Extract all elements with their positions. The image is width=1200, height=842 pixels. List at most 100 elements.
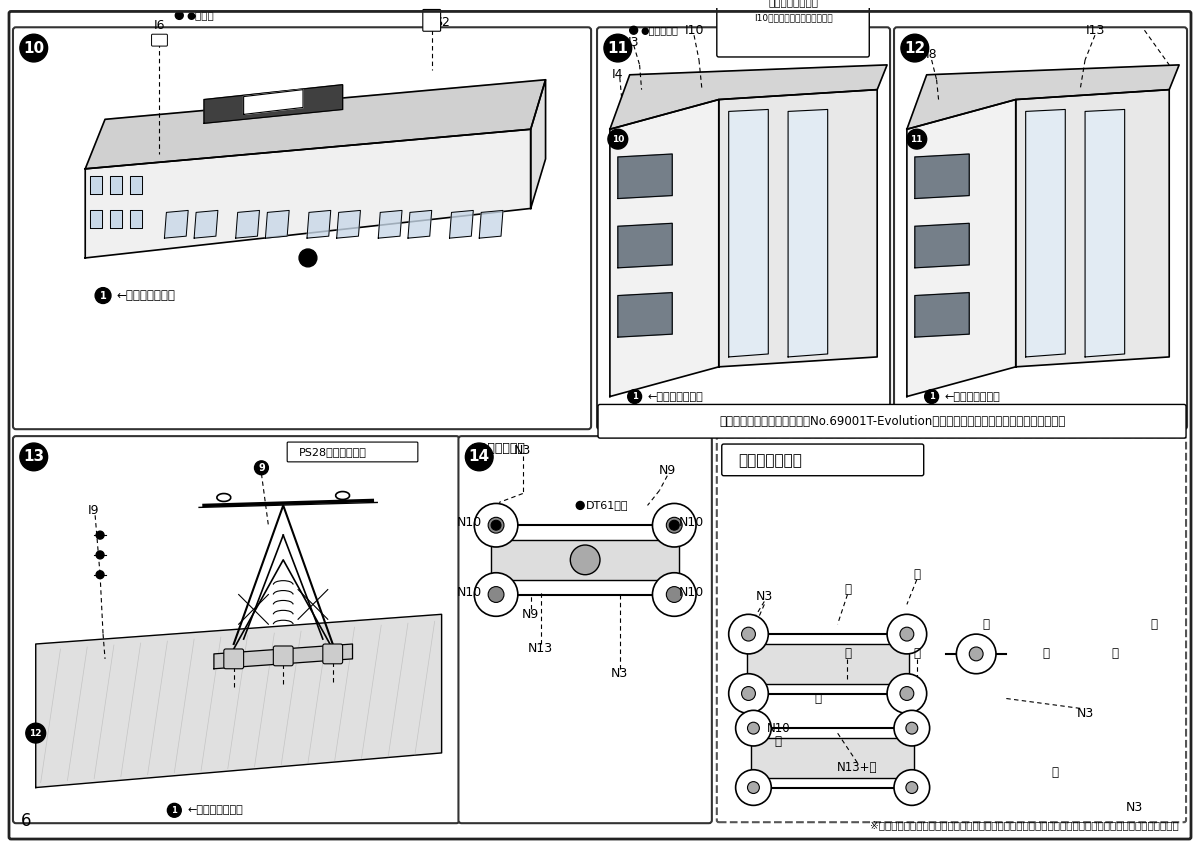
Polygon shape	[337, 210, 360, 238]
Text: I10: I10	[684, 24, 703, 37]
Text: 天: 天	[913, 568, 920, 581]
Polygon shape	[90, 210, 102, 228]
Text: PS28パンタグラフ: PS28パンタグラフ	[299, 447, 367, 457]
Text: 天: 天	[1052, 766, 1058, 779]
FancyBboxPatch shape	[721, 444, 924, 476]
Polygon shape	[479, 210, 503, 238]
Circle shape	[742, 627, 756, 641]
Polygon shape	[491, 540, 679, 579]
Text: 天: 天	[844, 583, 851, 596]
Circle shape	[474, 504, 518, 547]
Text: 12: 12	[30, 728, 42, 738]
Circle shape	[666, 587, 682, 602]
Text: 12: 12	[904, 40, 925, 56]
Circle shape	[906, 722, 918, 734]
Polygon shape	[1085, 109, 1124, 357]
Text: 13: 13	[23, 450, 44, 465]
Text: N3: N3	[1126, 801, 1144, 814]
Polygon shape	[85, 80, 546, 169]
Polygon shape	[530, 80, 546, 209]
Text: DT61台車: DT61台車	[586, 500, 629, 510]
Polygon shape	[788, 109, 828, 357]
Circle shape	[736, 770, 772, 805]
Text: ゲートカット注意: ゲートカット注意	[768, 0, 818, 8]
Text: ●ヒューズ箱: ●ヒューズ箱	[641, 25, 678, 35]
Polygon shape	[214, 644, 353, 669]
Text: 11: 11	[607, 40, 629, 56]
Text: N10: N10	[767, 722, 790, 735]
Text: N10: N10	[678, 516, 703, 529]
Circle shape	[653, 573, 696, 616]
Circle shape	[901, 35, 929, 62]
FancyBboxPatch shape	[716, 0, 869, 57]
Text: 走行化する場合: 走行化する場合	[738, 453, 803, 468]
Circle shape	[604, 35, 631, 62]
Polygon shape	[204, 85, 343, 123]
Polygon shape	[1026, 109, 1066, 357]
Circle shape	[488, 517, 504, 533]
Text: 「天」のパーツは「天賞堂　No.69001T-Evolution用走行化パーツキット」を使用しています: 「天」のパーツは「天賞堂 No.69001T-Evolution用走行化パーツキ…	[719, 415, 1066, 428]
Text: ※2個作ります: ※2個作ります	[469, 441, 526, 455]
Circle shape	[728, 615, 768, 654]
Text: ←パンタグラフ側: ←パンタグラフ側	[944, 392, 1001, 402]
Circle shape	[728, 674, 768, 713]
Circle shape	[175, 12, 184, 19]
Circle shape	[666, 517, 682, 533]
Text: 天: 天	[844, 647, 851, 660]
FancyBboxPatch shape	[458, 436, 712, 823]
Circle shape	[748, 781, 760, 793]
Polygon shape	[450, 210, 473, 238]
Text: 9: 9	[258, 463, 265, 473]
Text: 天: 天	[815, 692, 821, 705]
Text: 1: 1	[172, 806, 178, 815]
Text: N3: N3	[514, 445, 532, 457]
Polygon shape	[719, 89, 877, 367]
Polygon shape	[751, 738, 914, 778]
Text: N3: N3	[1076, 706, 1093, 720]
Text: 10: 10	[23, 40, 44, 56]
FancyBboxPatch shape	[287, 442, 418, 462]
Polygon shape	[914, 223, 970, 268]
Polygon shape	[36, 615, 442, 787]
Circle shape	[474, 573, 518, 616]
Polygon shape	[130, 210, 142, 228]
Circle shape	[96, 551, 104, 559]
Polygon shape	[746, 644, 908, 684]
Circle shape	[894, 711, 930, 746]
Text: 4: 4	[307, 268, 314, 278]
Circle shape	[970, 647, 983, 661]
Circle shape	[488, 587, 504, 602]
Text: I10をランナー表から見たとき: I10をランナー表から見たとき	[754, 13, 833, 23]
Text: 11: 11	[911, 135, 923, 144]
Circle shape	[167, 803, 181, 818]
Circle shape	[20, 443, 48, 471]
Circle shape	[894, 770, 930, 805]
Polygon shape	[610, 65, 887, 129]
Text: I13: I13	[1085, 24, 1105, 37]
Text: ←パンタグラフ側: ←パンタグラフ側	[648, 392, 703, 402]
Text: 10: 10	[612, 135, 624, 144]
Text: I9: I9	[88, 504, 98, 517]
Text: S2: S2	[433, 16, 450, 29]
Text: N9: N9	[659, 464, 676, 477]
Circle shape	[289, 448, 298, 456]
Circle shape	[670, 520, 679, 530]
Circle shape	[254, 461, 269, 475]
Polygon shape	[90, 176, 102, 194]
Circle shape	[653, 504, 696, 547]
FancyBboxPatch shape	[224, 649, 244, 669]
Text: 天: 天	[1042, 647, 1049, 660]
Text: N10: N10	[457, 516, 482, 529]
Text: 天: 天	[983, 618, 990, 631]
Polygon shape	[914, 154, 970, 199]
Circle shape	[20, 35, 48, 62]
FancyBboxPatch shape	[151, 35, 167, 46]
Circle shape	[491, 520, 502, 530]
Text: N13: N13	[528, 642, 553, 655]
Polygon shape	[618, 154, 672, 199]
Circle shape	[570, 545, 600, 575]
Circle shape	[630, 26, 637, 35]
FancyBboxPatch shape	[894, 27, 1187, 429]
FancyBboxPatch shape	[422, 9, 440, 31]
FancyBboxPatch shape	[13, 27, 592, 429]
